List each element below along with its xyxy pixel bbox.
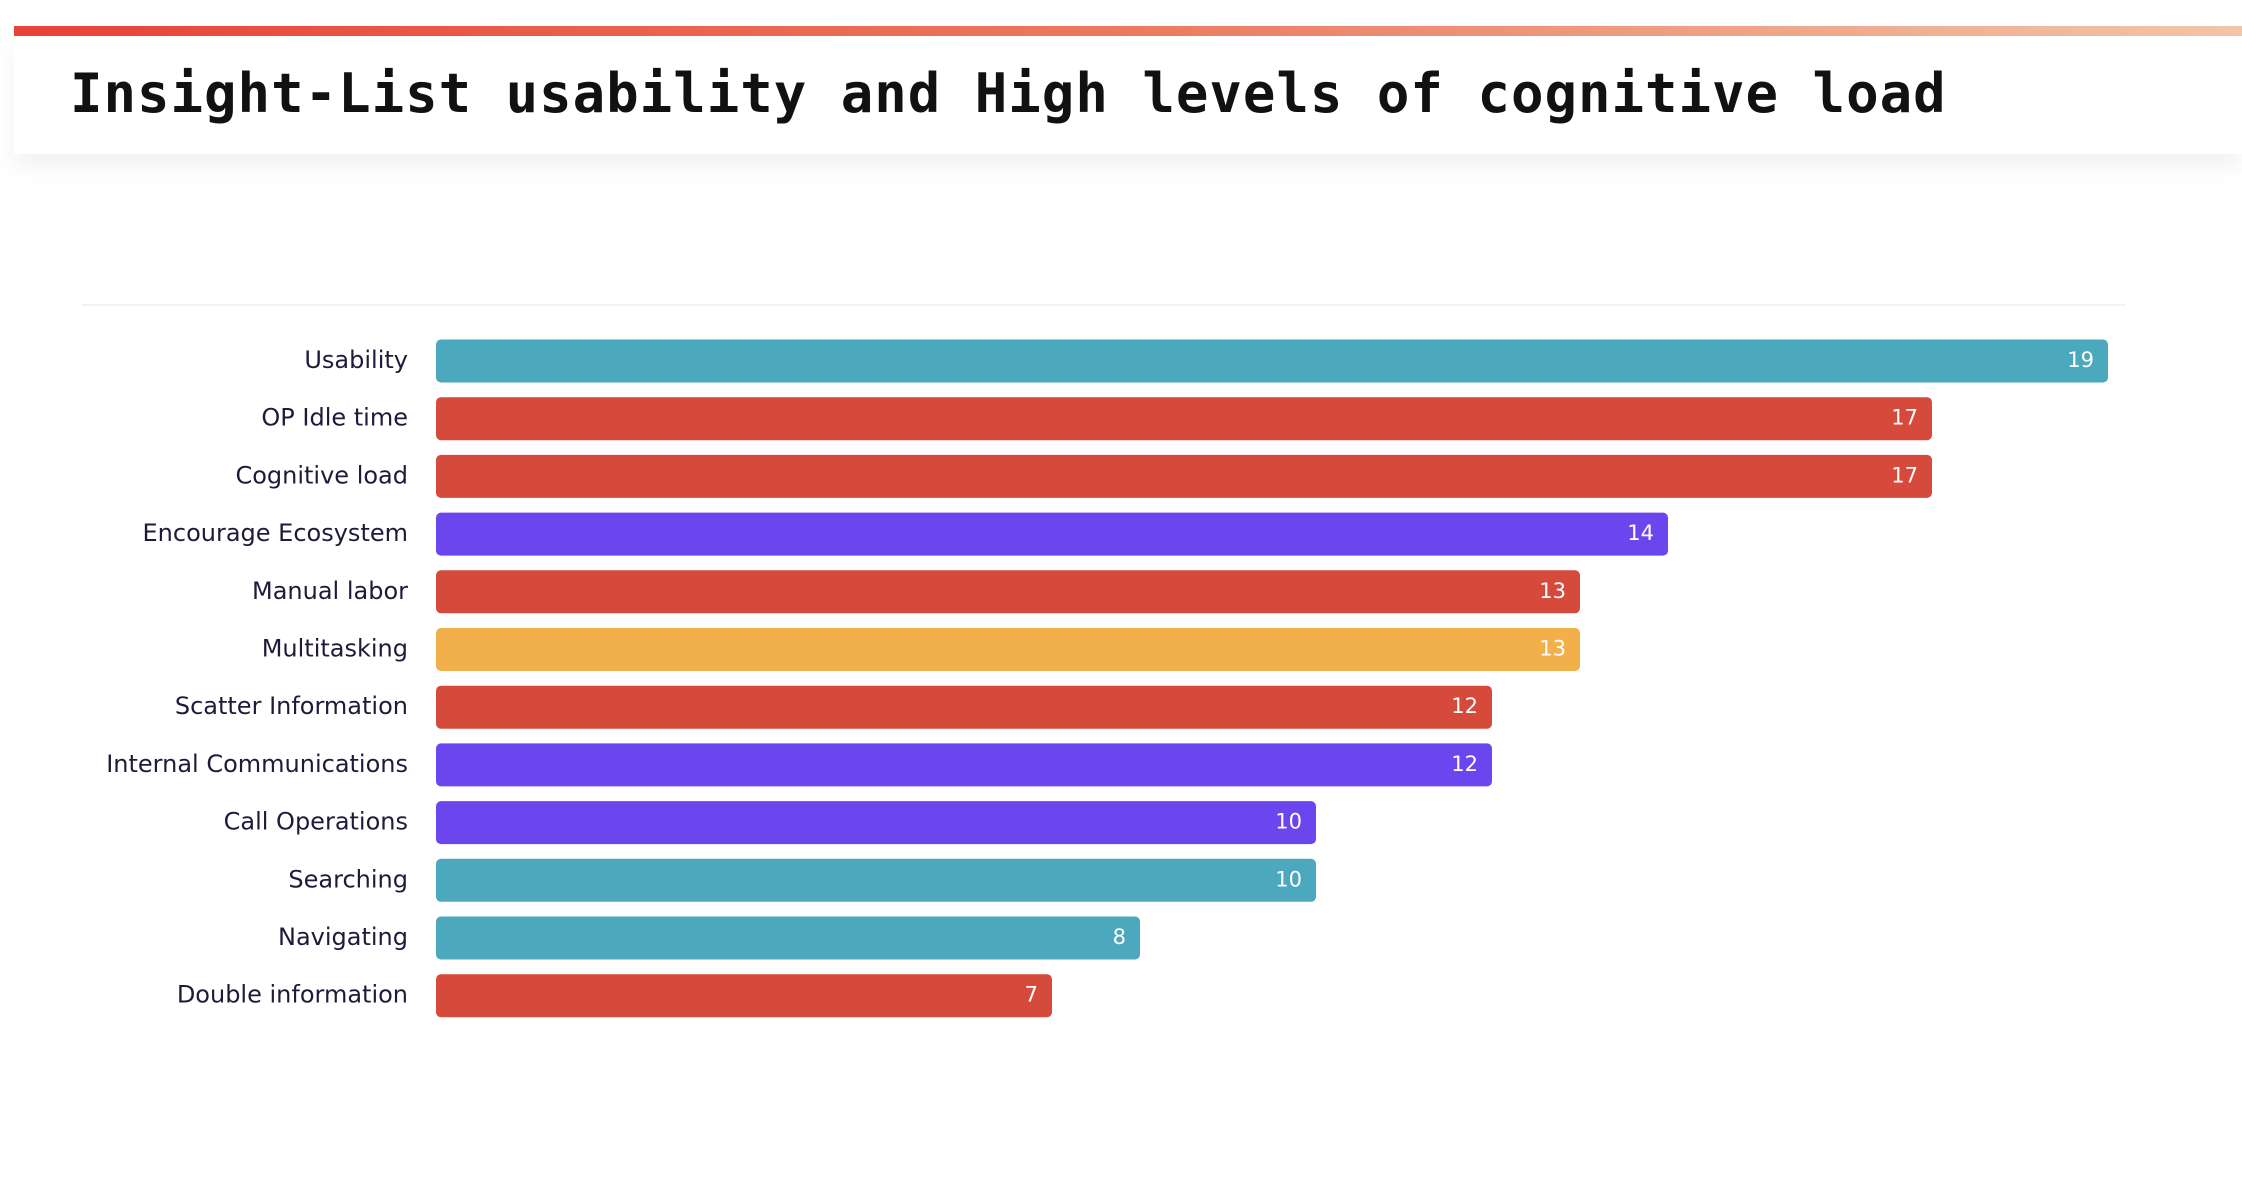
bar — [436, 570, 1580, 614]
bar — [436, 512, 1668, 556]
category-label: Encourage Ecosystem — [143, 519, 408, 547]
bar — [436, 801, 1316, 845]
category-label: Multitasking — [262, 635, 408, 663]
category-label: Scatter Information — [175, 692, 408, 720]
value-label: 14 — [1627, 521, 1654, 545]
category-label: Usability — [304, 346, 408, 374]
category-label: Manual labor — [252, 577, 408, 605]
bar — [436, 685, 1492, 729]
bar — [436, 974, 1052, 1018]
value-label: 17 — [1891, 463, 1918, 487]
value-label: 13 — [1539, 579, 1566, 603]
accent-bar — [14, 26, 2242, 36]
category-label: Cognitive load — [235, 461, 408, 489]
value-label: 10 — [1275, 810, 1302, 834]
bar — [436, 858, 1316, 902]
category-label: Call Operations — [224, 808, 408, 836]
value-label: 8 — [1113, 925, 1126, 949]
bar — [436, 743, 1492, 787]
value-label: 17 — [1891, 406, 1918, 430]
value-label: 7 — [1025, 983, 1038, 1007]
value-label: 19 — [2067, 348, 2094, 372]
category-label: Double information — [177, 981, 408, 1009]
page-title: Insight-List usability and High levels o… — [70, 62, 1947, 125]
header — [14, 36, 2242, 154]
value-label: 12 — [1451, 694, 1478, 718]
bar — [436, 339, 2108, 383]
value-label: 10 — [1275, 867, 1302, 891]
bar — [436, 628, 1580, 671]
bar — [436, 397, 1932, 441]
value-label: 12 — [1451, 752, 1478, 776]
category-label: OP Idle time — [261, 404, 408, 432]
bar — [436, 454, 1932, 498]
bar — [436, 916, 1140, 960]
value-label: 13 — [1539, 637, 1566, 661]
category-label: Searching — [288, 865, 408, 893]
category-label: Navigating — [278, 923, 408, 951]
category-label: Internal Communications — [106, 750, 408, 778]
